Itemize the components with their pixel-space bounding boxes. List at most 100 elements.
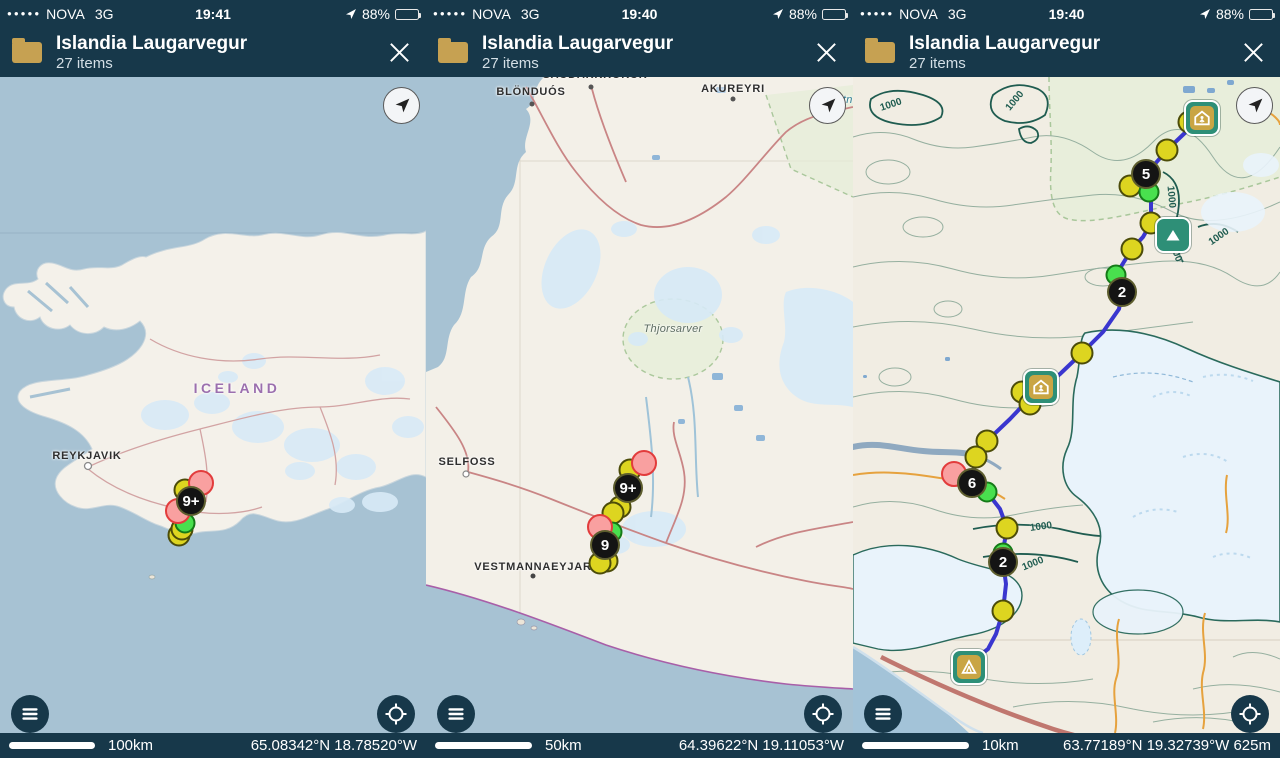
mountain-icon[interactable] bbox=[1155, 217, 1191, 253]
map-view-trail[interactable]: 1000 1000 1000 1000 1000 1000 1000 5 bbox=[853, 77, 1280, 733]
battery-percent-label: 88% bbox=[361, 6, 390, 22]
close-button[interactable] bbox=[812, 38, 841, 67]
compass-button[interactable] bbox=[1236, 87, 1273, 124]
locate-button[interactable] bbox=[1231, 695, 1269, 733]
battery-icon bbox=[395, 8, 421, 20]
location-services-icon bbox=[1199, 9, 1210, 19]
screenshot-panel-3: ●●●●● NOVA 3G 19:40 88% Islandia Laugarv… bbox=[853, 0, 1280, 758]
photo-marker-yellow[interactable] bbox=[1155, 138, 1179, 162]
compass-button[interactable] bbox=[383, 87, 420, 124]
basemap-south-iceland bbox=[426, 77, 853, 733]
menu-icon bbox=[875, 708, 891, 720]
album-title: Islandia Laugarvegur bbox=[909, 32, 1101, 54]
scale-bar bbox=[862, 742, 969, 749]
photo-marker-yellow[interactable] bbox=[991, 599, 1015, 623]
status-bar: ●●●●● NOVA 3G 19:40 88% bbox=[426, 0, 853, 28]
status-bar: ●●●●● NOVA 3G 19:40 88% bbox=[853, 0, 1280, 28]
compass-button[interactable] bbox=[809, 87, 846, 124]
photo-marker-yellow[interactable] bbox=[1120, 237, 1144, 261]
status-clock: 19:40 bbox=[621, 6, 658, 22]
close-button[interactable] bbox=[385, 38, 414, 67]
cluster-count-badge[interactable]: 9+ bbox=[613, 473, 643, 503]
folder-icon bbox=[12, 38, 42, 63]
photo-marker-yellow[interactable] bbox=[964, 445, 988, 469]
close-icon bbox=[1244, 43, 1263, 62]
map-view-country[interactable]: ICELAND REYKJAVIK 9+ bbox=[0, 77, 426, 733]
status-bar: ●●●●● NOVA 3G 19:41 88% bbox=[0, 0, 426, 28]
network-type-label: 3G bbox=[947, 6, 967, 22]
cluster-count-badge[interactable]: 5 bbox=[1131, 159, 1161, 189]
hut-icon[interactable] bbox=[1023, 369, 1059, 405]
hut-glyph bbox=[1029, 375, 1053, 399]
compass-arrow-icon bbox=[395, 98, 409, 112]
mountain-glyph bbox=[1166, 230, 1180, 241]
battery-icon bbox=[822, 8, 848, 20]
basemap-iceland bbox=[0, 77, 426, 733]
map-footer-bar: 50km 64.39622°N 19.11053°W bbox=[426, 733, 853, 758]
locate-button[interactable] bbox=[804, 695, 842, 733]
contour-label: 1000 bbox=[1164, 185, 1178, 209]
photo-marker-yellow[interactable] bbox=[1070, 341, 1094, 365]
scale-bar bbox=[435, 742, 532, 749]
basemap-laugavegur-topo bbox=[853, 77, 1280, 733]
country-label: ICELAND bbox=[193, 380, 281, 396]
menu-button[interactable] bbox=[437, 695, 475, 733]
map-view-region[interactable]: SAUÐARKRÓKUR BLÖNDUÓS AKUREYRI Mývatn Th… bbox=[426, 77, 853, 733]
cluster-count-badge[interactable]: 2 bbox=[988, 547, 1018, 577]
folder-icon bbox=[865, 38, 895, 63]
scale-label: 10km bbox=[982, 737, 1019, 754]
location-services-icon bbox=[345, 9, 356, 19]
hut-glyph bbox=[1190, 106, 1214, 130]
locate-button[interactable] bbox=[377, 695, 415, 733]
coordinates-readout: 63.77189°N 19.32739°W 625m bbox=[1063, 737, 1271, 754]
map-footer-bar: 10km 63.77189°N 19.32739°W 625m bbox=[853, 733, 1280, 758]
status-clock: 19:41 bbox=[195, 6, 231, 22]
crosshair-icon bbox=[812, 703, 834, 725]
compass-arrow-icon bbox=[1248, 98, 1262, 112]
album-item-count: 27 items bbox=[56, 54, 113, 72]
menu-button[interactable] bbox=[864, 695, 902, 733]
album-item-count: 27 items bbox=[909, 54, 966, 72]
town-label-selfoss: SELFOSS bbox=[438, 456, 496, 468]
signal-strength-icon: ●●●●● bbox=[7, 8, 42, 18]
album-header: Islandia Laugarvegur 27 items bbox=[426, 28, 853, 77]
campsite-tent-icon[interactable] bbox=[951, 649, 987, 685]
battery-percent-label: 88% bbox=[788, 6, 817, 22]
network-type-label: 3G bbox=[520, 6, 540, 22]
scale-label: 50km bbox=[545, 737, 582, 754]
network-type-label: 3G bbox=[94, 6, 114, 22]
battery-icon bbox=[1249, 8, 1275, 20]
town-label-saudarkrokur: SAUÐARKRÓKUR bbox=[543, 77, 648, 81]
folder-icon bbox=[438, 38, 468, 63]
tent-glyph bbox=[957, 655, 981, 679]
album-item-count: 27 items bbox=[482, 54, 539, 72]
photo-marker-yellow[interactable] bbox=[995, 516, 1019, 540]
map-footer-bar: 100km 65.08342°N 18.78520°W bbox=[0, 733, 426, 758]
album-title: Islandia Laugarvegur bbox=[482, 32, 674, 54]
photo-marker-pink[interactable] bbox=[631, 450, 657, 476]
menu-icon bbox=[22, 708, 38, 720]
town-label-akureyri: AKUREYRI bbox=[701, 83, 765, 95]
album-header: Islandia Laugarvegur 27 items bbox=[0, 28, 426, 77]
battery-percent-label: 88% bbox=[1215, 6, 1244, 22]
album-title: Islandia Laugarvegur bbox=[56, 32, 248, 54]
menu-button[interactable] bbox=[11, 695, 49, 733]
status-clock: 19:40 bbox=[1048, 6, 1085, 22]
coordinates-readout: 64.39622°N 19.11053°W bbox=[678, 737, 844, 754]
close-icon bbox=[390, 43, 409, 62]
region-label-thjorsarver: Thjorsarver bbox=[643, 323, 703, 335]
crosshair-icon bbox=[385, 703, 407, 725]
cluster-count-badge[interactable]: 9+ bbox=[176, 486, 206, 516]
close-icon bbox=[817, 43, 836, 62]
cluster-count-badge[interactable]: 2 bbox=[1107, 277, 1137, 307]
close-button[interactable] bbox=[1239, 38, 1268, 67]
carrier-label: NOVA bbox=[899, 6, 938, 22]
signal-strength-icon: ●●●●● bbox=[433, 8, 468, 18]
carrier-label: NOVA bbox=[46, 6, 85, 22]
cluster-count-badge[interactable]: 6 bbox=[957, 468, 987, 498]
hut-icon[interactable] bbox=[1184, 100, 1220, 136]
cluster-count-badge[interactable]: 9 bbox=[590, 530, 620, 560]
screenshot-panel-1: ●●●●● NOVA 3G 19:41 88% Islandia Laugarv… bbox=[0, 0, 426, 758]
screenshot-panel-2: ●●●●● NOVA 3G 19:40 88% Islandia Laugarv… bbox=[426, 0, 853, 758]
